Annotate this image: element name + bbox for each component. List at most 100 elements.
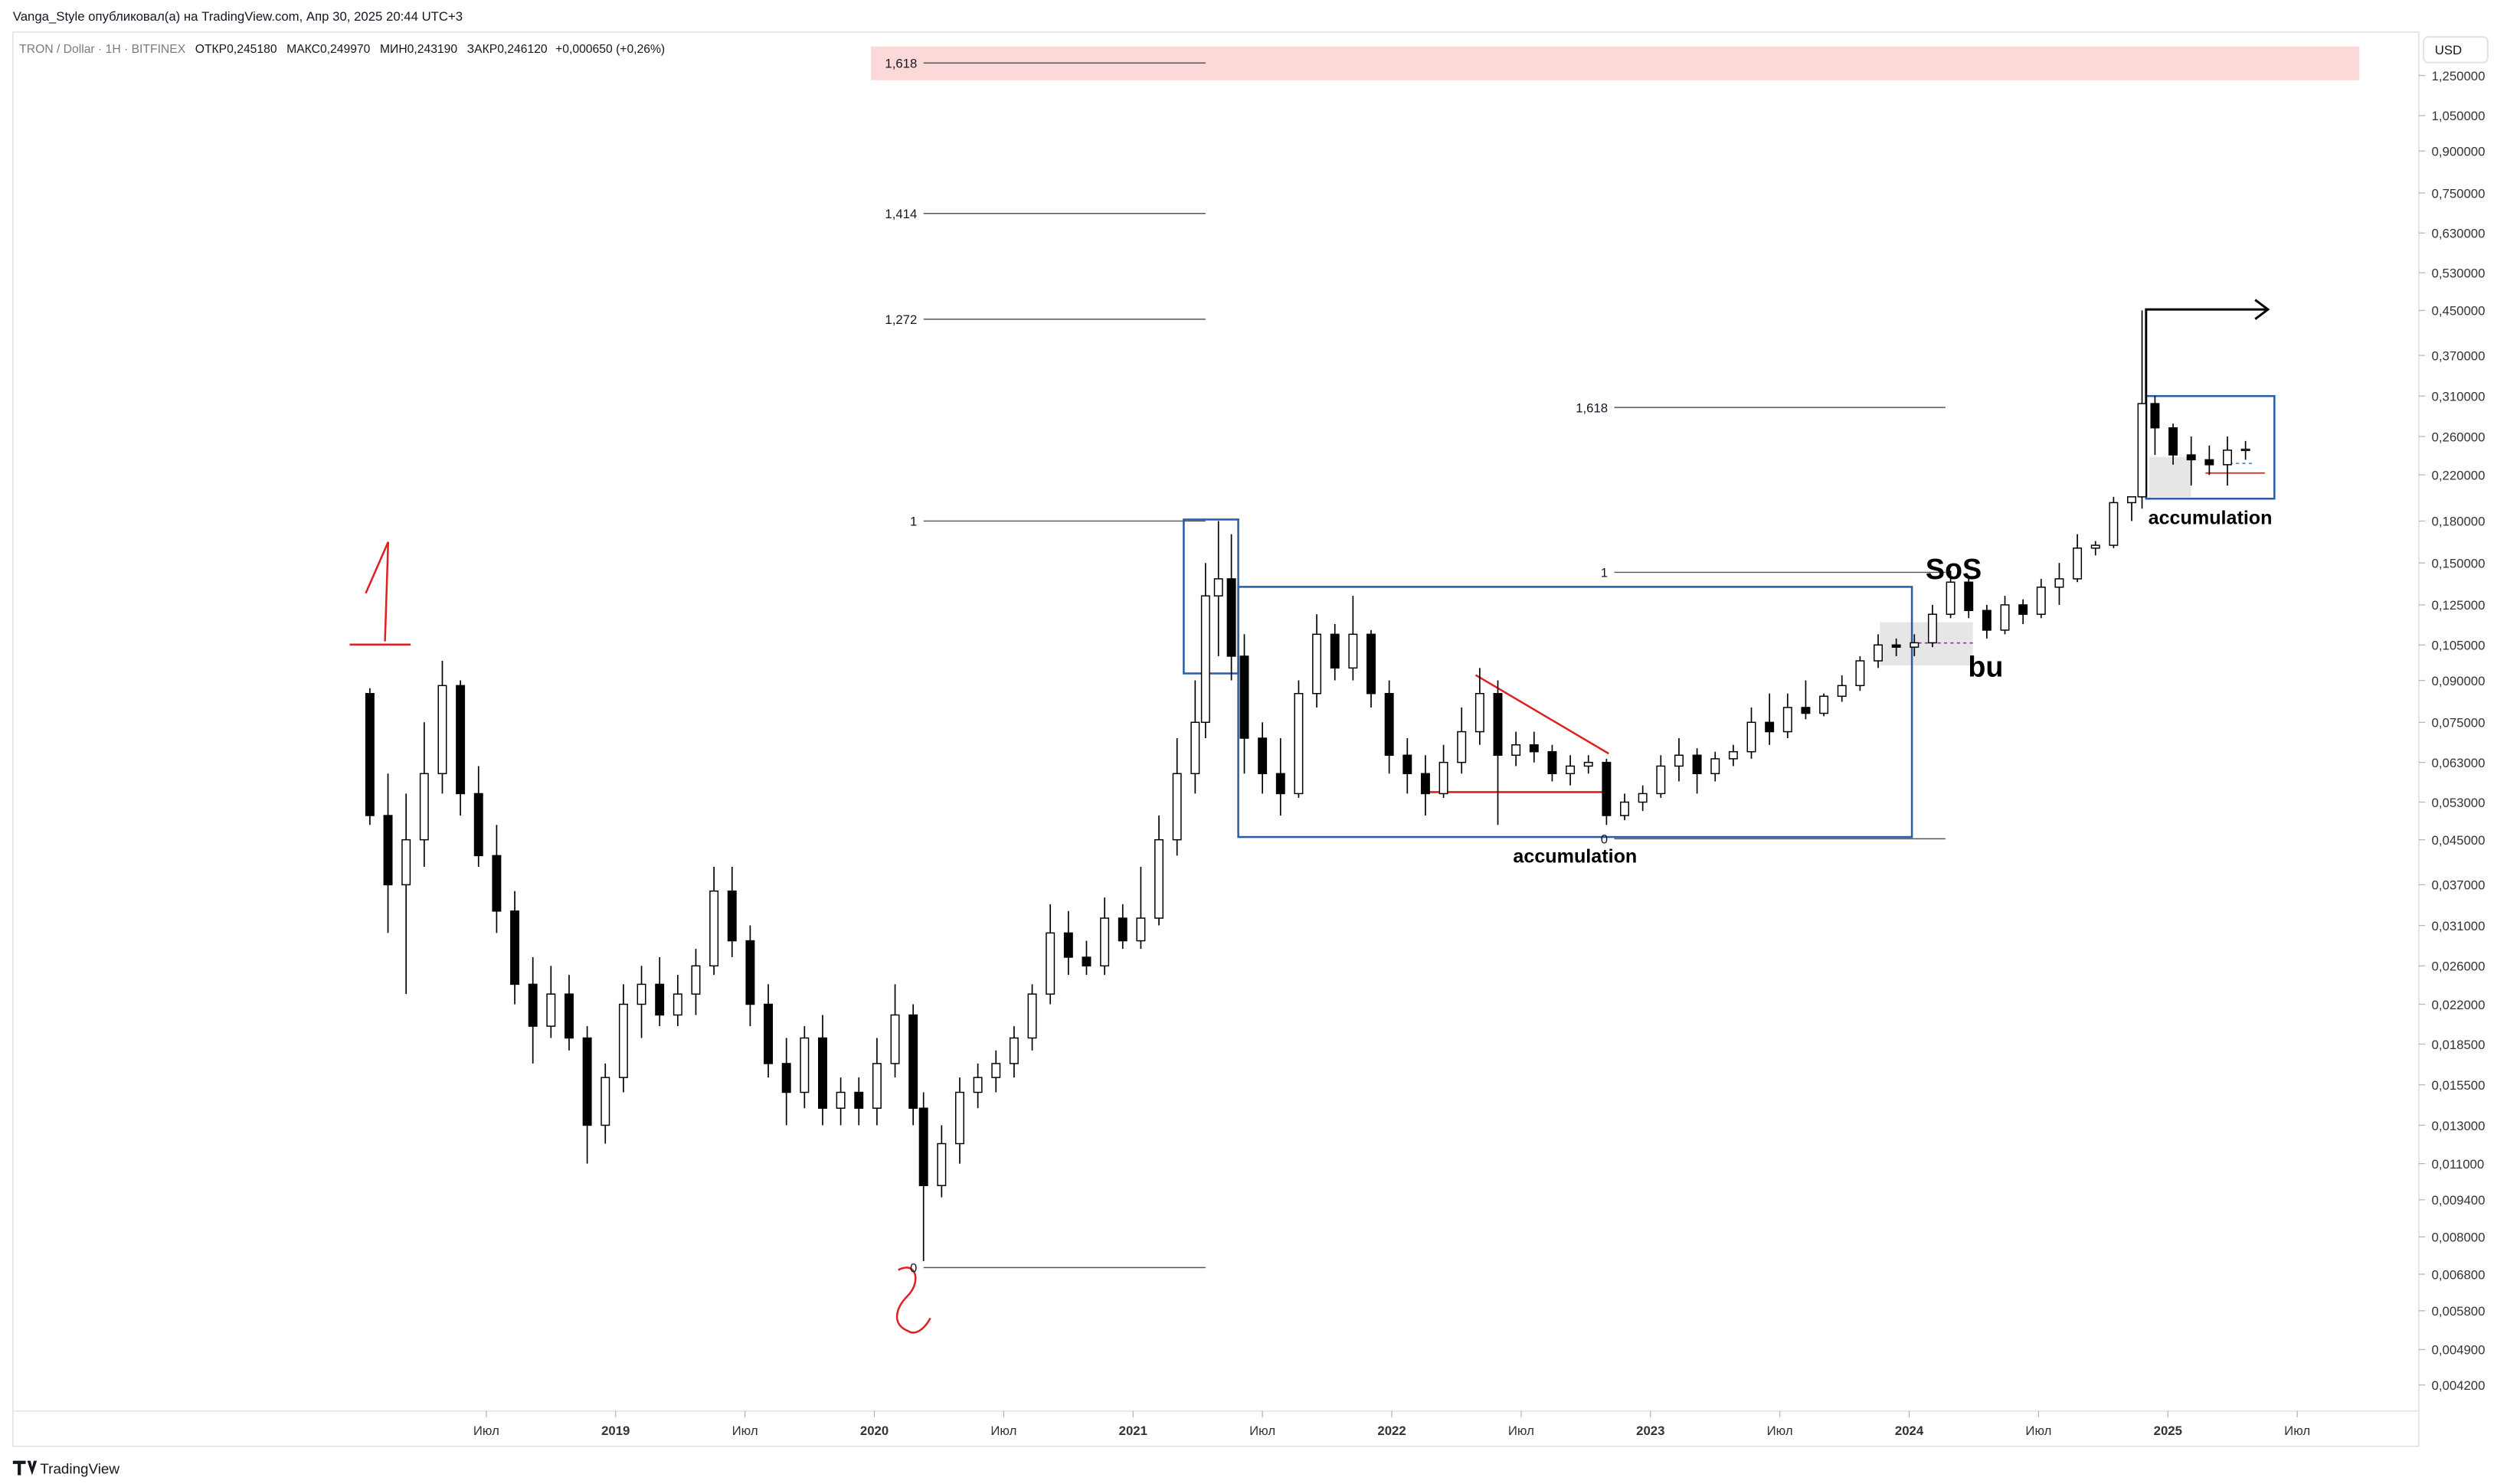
- candle-body: [492, 855, 502, 912]
- plot: 1,618 1,414 1,272 1 0 1,618 1 0: [365, 57, 2250, 1276]
- y-tick-label: 0,045000: [2432, 833, 2486, 848]
- candle-body: [1438, 761, 1448, 795]
- hand-drawing: [349, 541, 411, 646]
- y-tick-label: 0,008000: [2432, 1231, 2486, 1245]
- y-tick-label: 0,004200: [2432, 1378, 2486, 1393]
- candle-body: [764, 1003, 774, 1064]
- fib-label: 1,618: [885, 57, 917, 71]
- candle-body: [1172, 773, 1182, 841]
- y-tick-label: 0,090000: [2432, 674, 2486, 688]
- candle-body: [2109, 502, 2119, 546]
- candle-body: [1063, 932, 1073, 958]
- y-tick-label: 0,105000: [2432, 639, 2486, 653]
- candle-body: [673, 993, 682, 1016]
- candle-body: [2000, 604, 2010, 631]
- currency[interactable]: USD: [2435, 43, 2462, 57]
- y-tick-label: 0,530000: [2432, 266, 2486, 281]
- candle-body: [2204, 459, 2214, 466]
- ohlc-label: ОТКР: [195, 43, 227, 56]
- x-tick-label: 2020: [860, 1424, 889, 1438]
- y-tick-label: 0,022000: [2432, 998, 2486, 1012]
- candle-body: [1746, 721, 1756, 753]
- candle-body: [1801, 707, 1811, 714]
- candle-body: [1457, 731, 1467, 763]
- candle-body: [1782, 707, 1792, 733]
- fib-label: 1,414: [885, 207, 917, 221]
- candle-body: [955, 1091, 964, 1145]
- candle-body: [2150, 403, 2160, 429]
- y-tick-label: 0,075000: [2432, 716, 2486, 731]
- candle-body: [1420, 773, 1430, 795]
- candle-body: [1674, 754, 1684, 767]
- y-tick-label: 0,009400: [2432, 1193, 2486, 1208]
- y-tick-label: 0,053000: [2432, 796, 2486, 810]
- y-tick-label: 0,006800: [2432, 1267, 2486, 1282]
- fib-label: 1: [910, 515, 917, 529]
- candle-body: [528, 983, 538, 1027]
- candle-body: [365, 692, 375, 816]
- candle-body: [437, 685, 447, 775]
- candle-body: [890, 1014, 900, 1064]
- logo: [12, 1460, 38, 1476]
- candle-body: [1118, 917, 1127, 942]
- ohlc-label: МИН: [380, 43, 407, 56]
- x-tick-label: Июл: [1767, 1424, 1793, 1438]
- candle-body: [1402, 754, 1412, 775]
- candle-body: [1213, 578, 1223, 597]
- x-tick-label: Июл: [1508, 1424, 1534, 1438]
- candle-body: [1656, 765, 1666, 795]
- y-tick-label: 0,037000: [2432, 878, 2486, 893]
- annotation: SoS: [1926, 553, 1982, 585]
- shaded-zone: [1880, 622, 1973, 666]
- candle-body: [727, 890, 737, 942]
- y-tick-label: 0,220000: [2432, 468, 2486, 482]
- candle-body: [1136, 917, 1146, 942]
- candle-body: [1330, 633, 1340, 669]
- currency-box[interactable]: [2423, 36, 2489, 64]
- candle-body: [1384, 692, 1394, 756]
- candle-body: [1258, 737, 1268, 775]
- candle-body: [937, 1142, 947, 1186]
- fib-label: 1,618: [1576, 400, 1608, 415]
- x-tick-label: Июл: [2025, 1424, 2051, 1438]
- author-line: Vanga_Style опубликовал(а) на TradingVie…: [13, 9, 463, 24]
- candle-body: [1046, 932, 1055, 995]
- candle-body: [1348, 633, 1358, 669]
- y-tick-label: 0,026000: [2432, 959, 2486, 974]
- ohlc-label: ЗАКР: [467, 43, 498, 56]
- candle-body: [1082, 956, 1091, 967]
- candle-body: [637, 983, 646, 1005]
- fib-label: 0: [910, 1261, 917, 1276]
- candle-body: [1493, 692, 1503, 756]
- candle-body: [1366, 633, 1376, 695]
- x-tick-label: Июл: [990, 1424, 1016, 1438]
- y-tick-label: 0,450000: [2432, 304, 2486, 319]
- annotation: accumulation: [2149, 508, 2273, 529]
- candle-body: [1474, 692, 1484, 733]
- x-tick-label: 2021: [1119, 1424, 1147, 1438]
- change: +0,000650 (+0,26%): [555, 43, 665, 56]
- y-tick-label: 0,018500: [2432, 1038, 2486, 1052]
- x-tick-label: Июл: [2284, 1424, 2310, 1438]
- candle-body: [510, 910, 520, 986]
- candle-body: [2073, 548, 2083, 580]
- y-tick-label: 0,004900: [2432, 1343, 2486, 1358]
- candle-body: [456, 685, 466, 795]
- y-tick-label: 0,031000: [2432, 919, 2486, 933]
- candle-body: [1583, 761, 1593, 767]
- candle-body: [836, 1091, 846, 1109]
- candle-body: [2168, 427, 2178, 456]
- ohlc-label: МАКС: [286, 43, 320, 56]
- y-tick-label: 0,900000: [2432, 145, 2486, 159]
- hand-drawing: [895, 1267, 931, 1334]
- candle-body: [473, 793, 483, 857]
- y-tick-label: 0,260000: [2432, 430, 2486, 444]
- candle-body: [601, 1077, 610, 1126]
- candle-body: [1982, 610, 1992, 631]
- annotation: accumulation: [1513, 846, 1637, 868]
- candle-body: [1239, 655, 1249, 739]
- y-tick-label: 0,063000: [2432, 756, 2486, 770]
- y-tick-label: 0,310000: [2432, 390, 2486, 404]
- candle-body: [546, 993, 556, 1027]
